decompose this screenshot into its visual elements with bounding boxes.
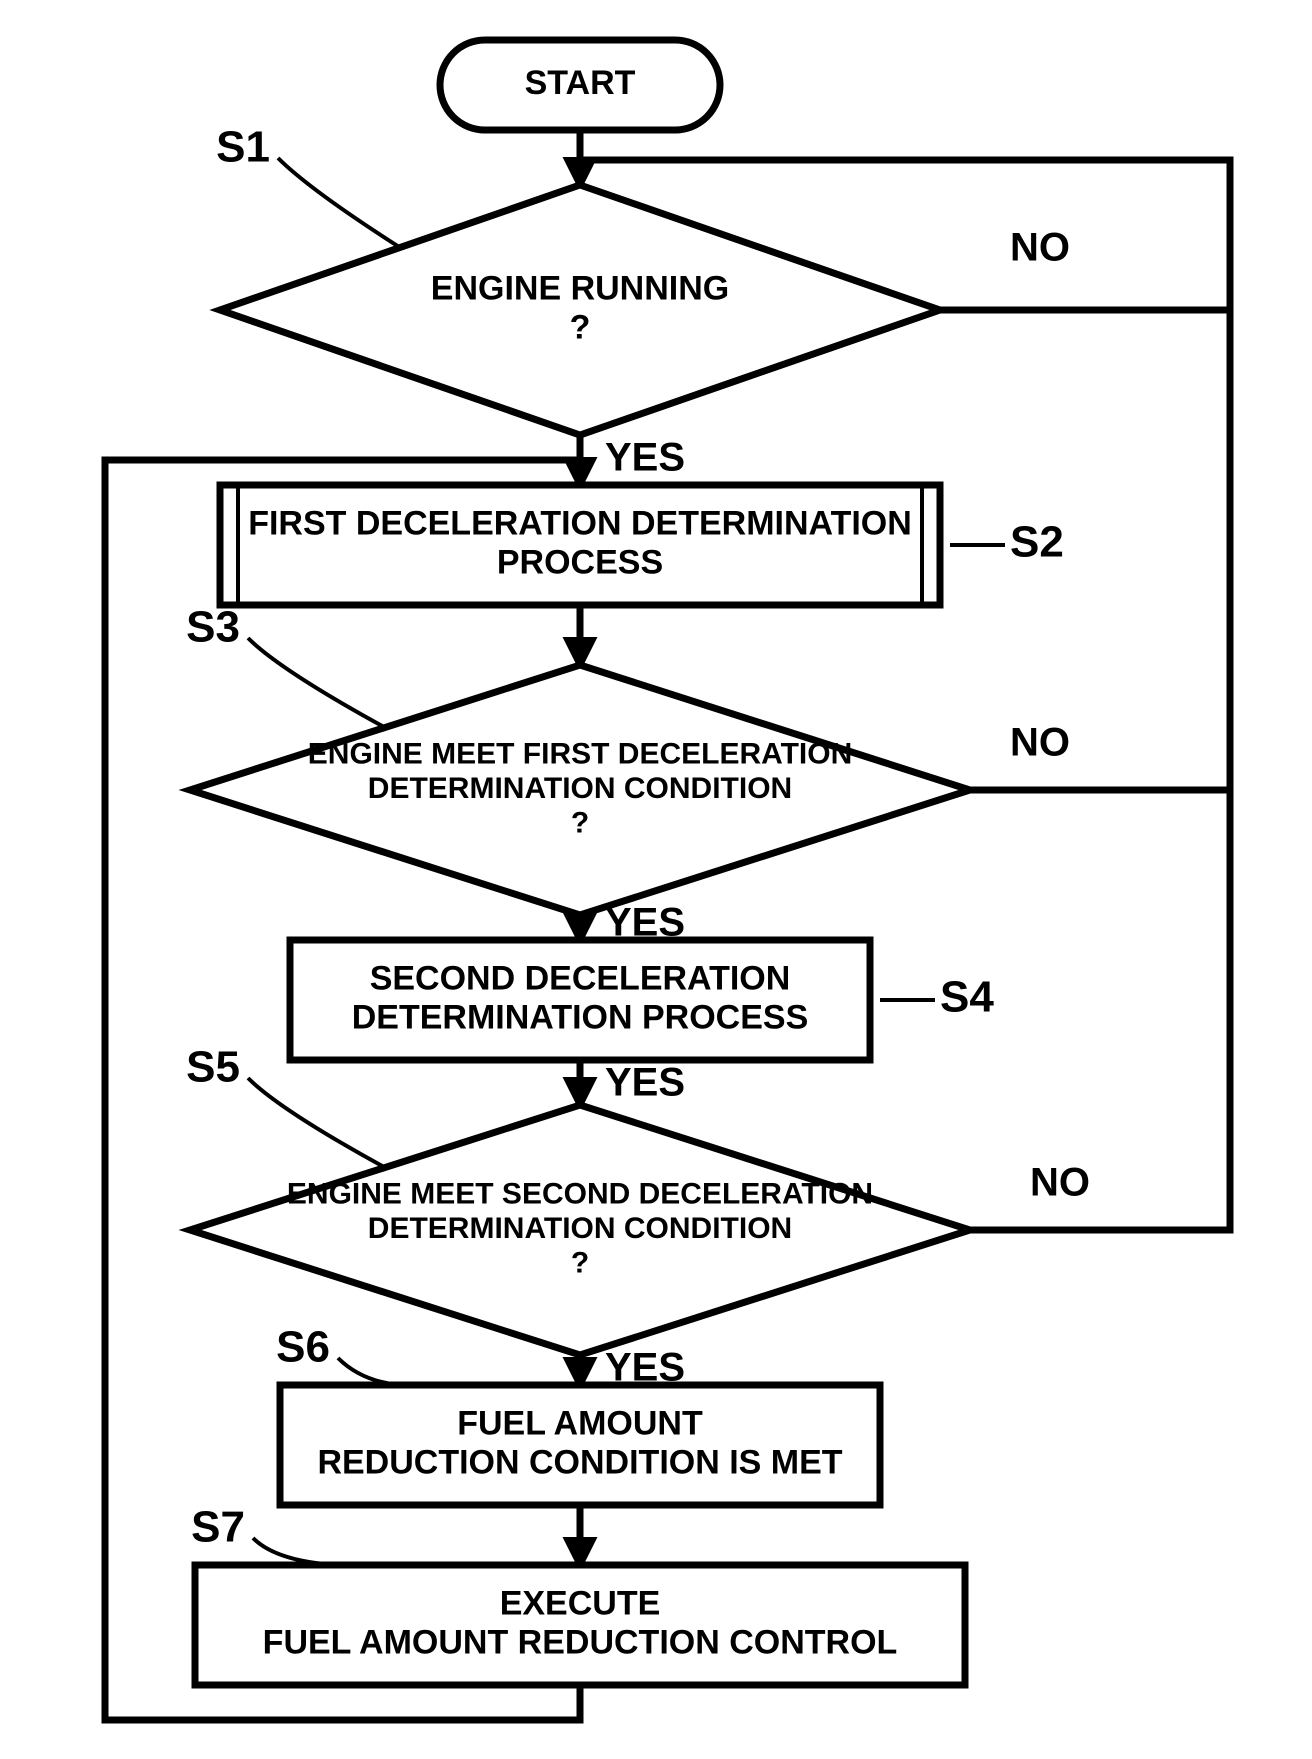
node-text: FUEL AMOUNT	[457, 1404, 703, 1442]
node-text: ENGINE MEET SECOND DECELERATION	[287, 1177, 873, 1210]
step-label: S2	[1010, 518, 1064, 567]
node-text: ?	[571, 1246, 589, 1279]
step-label: S1	[216, 123, 270, 172]
node-text: DETERMINATION PROCESS	[352, 999, 809, 1037]
node-text: ?	[571, 806, 589, 839]
step-label: S4	[940, 973, 994, 1022]
node-text: PROCESS	[497, 544, 663, 582]
node-text: ENGINE RUNNING	[431, 269, 729, 307]
step-label: S6	[276, 1323, 330, 1372]
node-text: EXECUTE	[500, 1584, 661, 1622]
edge-label: YES	[605, 436, 685, 480]
node-text: FUEL AMOUNT REDUCTION CONTROL	[263, 1624, 898, 1662]
edge-label: YES	[605, 1061, 685, 1105]
node-text: SECOND DECELERATION	[370, 959, 791, 997]
edge-label: NO	[1030, 1161, 1090, 1205]
node-text: ENGINE MEET FIRST DECELERATION	[308, 737, 852, 770]
node-text: DETERMINATION CONDITION	[368, 772, 792, 805]
flow-edge	[970, 310, 1230, 790]
node-text: START	[525, 64, 636, 102]
node-text: FIRST DECELERATION DETERMINATION	[248, 504, 912, 542]
node-text: ?	[570, 309, 591, 347]
node-text: DETERMINATION CONDITION	[368, 1212, 792, 1245]
flow-edge	[970, 790, 1230, 1230]
step-label: S5	[186, 1043, 240, 1092]
node-text: REDUCTION CONDITION IS MET	[317, 1444, 842, 1482]
edge-label: NO	[1010, 721, 1070, 765]
step-label: S3	[186, 603, 240, 652]
edge-label: NO	[1010, 226, 1070, 270]
step-label: S7	[191, 1503, 245, 1552]
flowchart-diagram: YESYESYESYESNONONOSTARTENGINE RUNNING?S1…	[0, 0, 1312, 1759]
flow-edge	[105, 460, 580, 1720]
